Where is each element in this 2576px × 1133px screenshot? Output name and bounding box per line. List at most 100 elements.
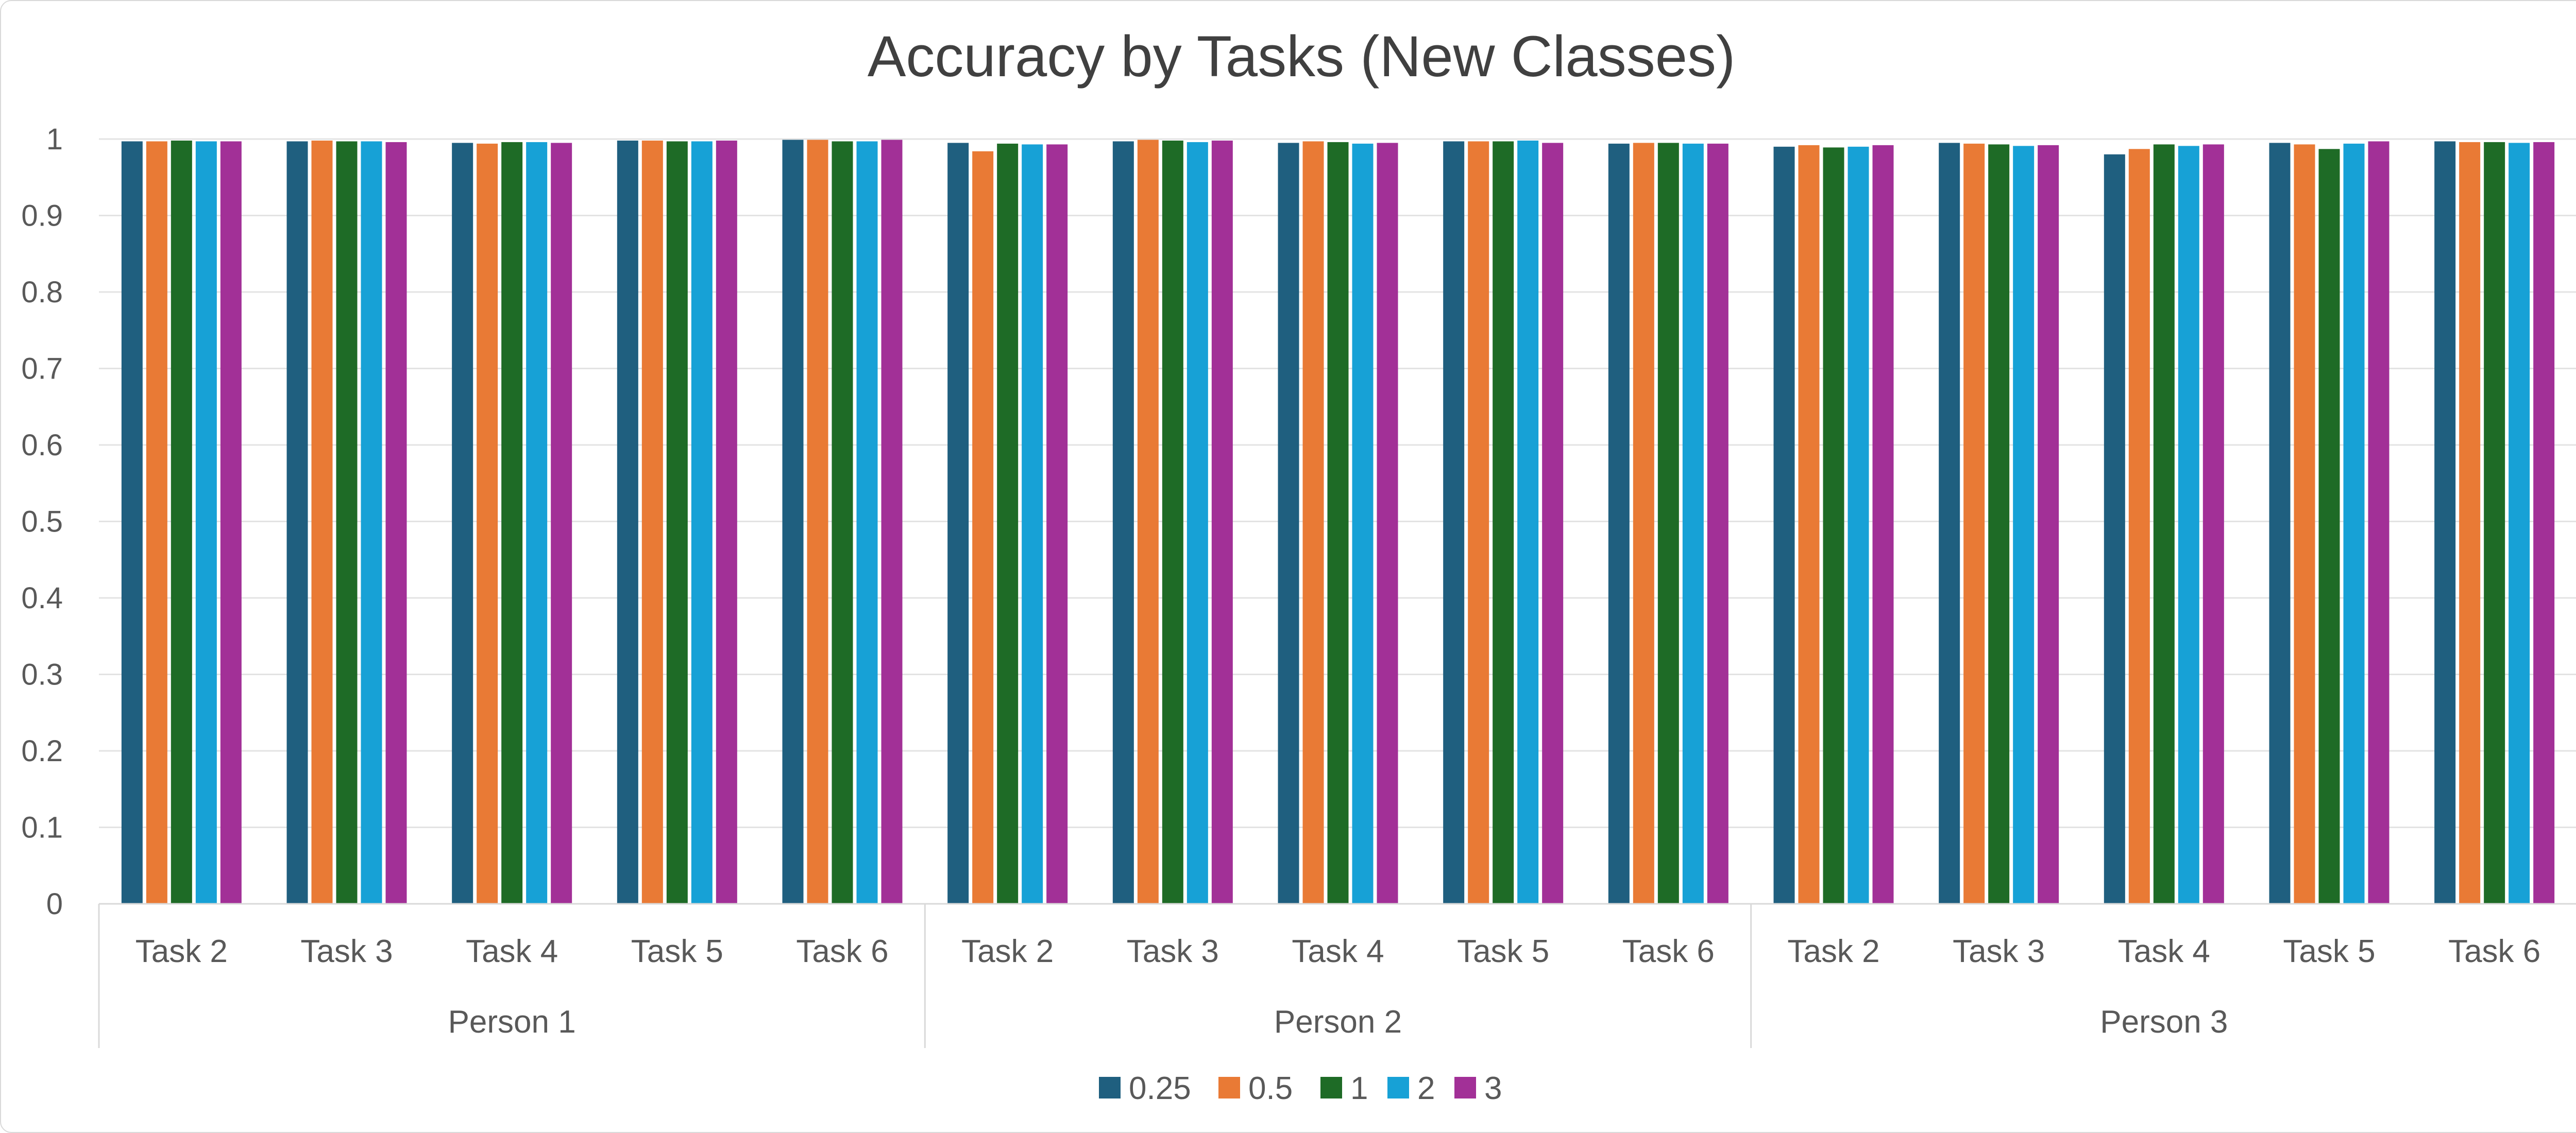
bar <box>1211 140 1233 904</box>
bar <box>2153 144 2175 904</box>
x-tick-label: Task 3 <box>1953 934 2045 969</box>
bar <box>1443 141 1465 904</box>
bar <box>1187 142 1208 904</box>
bar <box>195 141 217 904</box>
x-tick-label: Task 2 <box>1787 934 1879 969</box>
bar <box>1848 146 1869 904</box>
bar <box>361 141 382 904</box>
bar <box>2294 144 2315 904</box>
y-axis-ticks: 0 0.1 0.2 0.3 0.4 0.5 0.6 0.7 0.8 0.9 1 <box>21 123 63 921</box>
group-label: Person 1 <box>448 1004 576 1040</box>
x-tick-label: Task 5 <box>2283 934 2375 969</box>
bar <box>2509 143 2530 904</box>
bar <box>782 140 804 904</box>
bar <box>997 143 1019 904</box>
bar <box>2459 142 2481 904</box>
bar <box>286 141 308 904</box>
bar <box>452 143 473 904</box>
x-tick-label: Task 3 <box>300 934 393 969</box>
chart-title: Accuracy by Tasks (New Classes) <box>868 24 1736 89</box>
bar <box>807 140 828 904</box>
bar <box>1162 140 1183 904</box>
legend-swatch <box>1320 1077 1342 1098</box>
bar <box>121 141 143 904</box>
x-axis-groups: Person 1 Person 2 Person 3 <box>98 904 2228 1048</box>
x-tick-label: Task 6 <box>796 934 888 969</box>
bar <box>1377 143 1398 904</box>
bar <box>311 140 333 904</box>
x-axis-ticks: Task 2 Task 3 Task 4 Task 5 Task 6 Task 2 Task… <box>135 934 2541 969</box>
x-tick-label: Task 3 <box>1127 934 1219 969</box>
bar <box>881 140 903 904</box>
bar <box>2269 143 2291 904</box>
bar <box>641 140 663 904</box>
legend-label: 2 <box>1417 1071 1435 1106</box>
bar <box>1707 143 1728 904</box>
bar <box>501 142 523 904</box>
legend: 0.25 0.5 1 2 3 <box>1099 1071 1502 1106</box>
bar <box>551 143 572 904</box>
x-tick-label: Task 2 <box>135 934 228 969</box>
y-tick-label: 0.7 <box>21 352 63 386</box>
bar <box>477 143 498 904</box>
bar <box>526 142 548 904</box>
bar <box>1823 147 1844 904</box>
legend-swatch <box>1387 1077 1409 1098</box>
bar <box>1112 141 1134 904</box>
bar <box>1872 145 1894 904</box>
bar <box>856 141 878 904</box>
bar <box>2434 141 2456 904</box>
bar <box>1773 146 1795 904</box>
bar <box>2368 141 2389 904</box>
bar <box>1327 142 1349 904</box>
y-tick-label: 1 <box>46 123 63 156</box>
bar <box>2038 145 2059 904</box>
bar <box>1682 143 1704 904</box>
bar <box>1022 144 1043 904</box>
x-tick-label: Task 2 <box>961 934 1054 969</box>
bar <box>1493 141 1514 904</box>
bar <box>1352 143 1374 904</box>
bar <box>1046 144 1068 904</box>
legend-label: 1 <box>1350 1071 1368 1106</box>
x-tick-label: Task 4 <box>1292 934 1384 969</box>
x-tick-label: Task 5 <box>1457 934 1549 969</box>
bar <box>666 141 688 904</box>
bar <box>1302 141 1324 904</box>
bar <box>2318 149 2340 904</box>
bar <box>1988 144 2010 904</box>
x-tick-label: Task 5 <box>631 934 723 969</box>
bar <box>1608 143 1630 904</box>
bar <box>2128 149 2150 904</box>
y-tick-label: 0.3 <box>21 658 63 692</box>
bar <box>2202 144 2224 904</box>
bar <box>1963 143 1985 904</box>
y-tick-label: 0.5 <box>21 505 63 539</box>
y-tick-label: 0 <box>46 887 63 921</box>
y-tick-label: 0.8 <box>21 276 63 309</box>
bar <box>1137 140 1159 904</box>
y-tick-label: 0.4 <box>21 581 63 615</box>
x-tick-label: Task 4 <box>2118 934 2210 969</box>
y-tick-label: 0.1 <box>21 811 63 845</box>
bar <box>947 143 969 904</box>
group-label: Person 3 <box>2100 1004 2228 1040</box>
bar <box>1468 141 1489 904</box>
bar <box>2343 143 2365 904</box>
x-tick-label: Task 6 <box>1622 934 1715 969</box>
bars <box>121 140 2555 904</box>
bar <box>1939 143 1960 904</box>
bar <box>2104 154 2125 904</box>
bar <box>2533 142 2555 904</box>
legend-swatch <box>1099 1077 1121 1098</box>
bar <box>2013 146 2035 904</box>
x-tick-label: Task 4 <box>466 934 558 969</box>
bar <box>1517 140 1539 904</box>
legend-label: 0.25 <box>1129 1071 1191 1106</box>
bar <box>2484 142 2505 904</box>
bar <box>171 140 192 904</box>
y-tick-label: 0.9 <box>21 199 63 233</box>
x-tick-label: Task 6 <box>2448 934 2540 969</box>
y-tick-label: 0.2 <box>21 734 63 768</box>
